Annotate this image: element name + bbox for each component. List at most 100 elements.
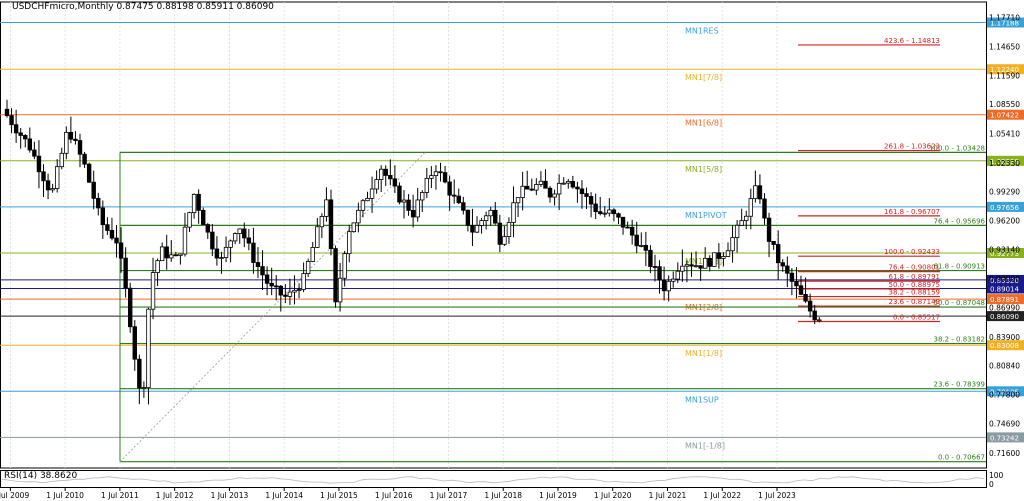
candle-body xyxy=(566,181,571,184)
price-tick-label: 0.86990 xyxy=(989,304,1020,313)
candle-body xyxy=(50,188,55,191)
candle-body xyxy=(675,270,680,280)
candle-body xyxy=(13,124,19,134)
candle-body xyxy=(552,193,557,198)
murrey-label: MN1[1/8] xyxy=(685,349,722,358)
time-tick-label: 1 Jul 2015 xyxy=(320,491,358,500)
fib-short-label: 423.6 - 1.14813 xyxy=(884,37,940,45)
candle-body xyxy=(661,279,667,292)
price-axis: 1.17710 1.14650 1.11590 1.08550 1.05410 1.023… xyxy=(989,14,1020,458)
candle-body xyxy=(657,266,662,281)
candle-body xyxy=(780,262,785,267)
price-tag xyxy=(987,248,1024,259)
price-tick-label: 1.14650 xyxy=(989,42,1020,51)
fib-long-label: 0.0 - 0.70667 xyxy=(938,454,985,462)
murrey-label: MN1[5/8] xyxy=(685,165,722,174)
candle-body xyxy=(82,153,87,165)
candle-body xyxy=(169,254,174,259)
candle-body xyxy=(369,188,375,199)
price-tag-text: 0.89014 xyxy=(990,285,1019,293)
candle-body xyxy=(219,257,224,259)
price-tag xyxy=(987,155,1024,166)
candle-body xyxy=(520,185,525,198)
candle-body xyxy=(182,226,188,255)
price-tick-label: 0.99290 xyxy=(989,187,1020,196)
candles xyxy=(4,99,822,405)
candle-body xyxy=(506,222,512,237)
price-tick-label: 0.93140 xyxy=(989,246,1020,255)
candle-body xyxy=(173,254,179,257)
time-tick-label: 1 Jul 2023 xyxy=(758,491,796,500)
candle-body xyxy=(378,168,384,181)
candle-body xyxy=(588,196,594,205)
candle-body xyxy=(191,193,197,214)
fib-short-label: 38.2 - 0.88159 xyxy=(888,289,940,297)
candle-body xyxy=(36,155,42,173)
candle-body xyxy=(748,198,754,217)
candle-body xyxy=(73,138,78,141)
candle-body xyxy=(123,257,128,289)
candle-body xyxy=(415,199,420,218)
price-tick-label: 1.02330 xyxy=(989,159,1020,168)
candle-body xyxy=(625,226,630,229)
murrey-label: MN1[-1/8] xyxy=(685,441,725,450)
price-tag-text: 1.12240 xyxy=(990,66,1019,74)
time-tick-label: 1 Jul 2014 xyxy=(265,491,303,500)
candle-body xyxy=(607,209,612,214)
candle-body xyxy=(556,182,562,195)
candle-body xyxy=(584,193,589,197)
candle-body xyxy=(324,199,329,217)
candle-body xyxy=(502,236,507,245)
price-tag xyxy=(987,109,1024,120)
candle-body xyxy=(639,245,644,247)
price-tag-text: 0.87891 xyxy=(990,296,1019,304)
fib-short-label: 100.0 - 0.92433 xyxy=(884,248,940,256)
candle-body xyxy=(96,197,101,209)
candle-body xyxy=(310,246,315,262)
price-tag xyxy=(987,386,1024,397)
candle-body xyxy=(146,308,151,388)
fib-long-label: 61.8 - 0.90913 xyxy=(933,263,985,271)
candle-body xyxy=(392,178,398,187)
fib-long-label: 23.6 - 0.78399 xyxy=(933,381,985,389)
candle-body xyxy=(766,217,772,242)
candle-body xyxy=(342,253,347,279)
candle-body xyxy=(114,237,119,244)
candle-body xyxy=(680,265,685,272)
candle-body xyxy=(575,186,580,190)
rsi-scale-top: 100 xyxy=(989,471,1004,480)
price-tag xyxy=(987,274,1024,285)
time-tick-label: 1 Jul 2012 xyxy=(156,491,194,500)
candle-body xyxy=(23,135,28,140)
candle-body xyxy=(762,198,767,219)
price-tag-text: 0.86090 xyxy=(990,313,1019,321)
time-tick-label: 1 Jul 2016 xyxy=(375,491,413,500)
price-tag-text: 1.17188 xyxy=(990,19,1019,27)
candle-body xyxy=(210,231,215,250)
time-tick-label: 1 Jul 2022 xyxy=(703,491,741,500)
candle-body xyxy=(178,253,183,256)
fib-short-label: 0.0 - 0.85517 xyxy=(893,314,940,322)
candle-body xyxy=(447,181,452,196)
candle-body xyxy=(570,181,576,188)
candle-body xyxy=(292,289,297,293)
candle-body xyxy=(493,209,498,224)
fib-long-label: 100.0 - 1.03428 xyxy=(929,144,985,152)
fib-short-label: 61.8 - 0.89791 xyxy=(888,273,940,281)
price-tag xyxy=(987,283,1024,294)
price-tick-label: 1.11590 xyxy=(989,71,1020,80)
candle-body xyxy=(128,287,133,328)
candle-body xyxy=(118,242,124,259)
candle-body xyxy=(214,248,220,259)
candle-body xyxy=(474,225,480,233)
price-tag-text: 0.83008 xyxy=(990,342,1019,350)
candle-body xyxy=(242,228,247,239)
rsi-label: RSI(14) 38.8620 xyxy=(4,471,77,481)
candle-body xyxy=(438,171,443,174)
candle-body xyxy=(429,175,434,179)
candle-body xyxy=(187,212,192,228)
candle-body xyxy=(287,291,293,297)
price-tag xyxy=(987,64,1024,75)
